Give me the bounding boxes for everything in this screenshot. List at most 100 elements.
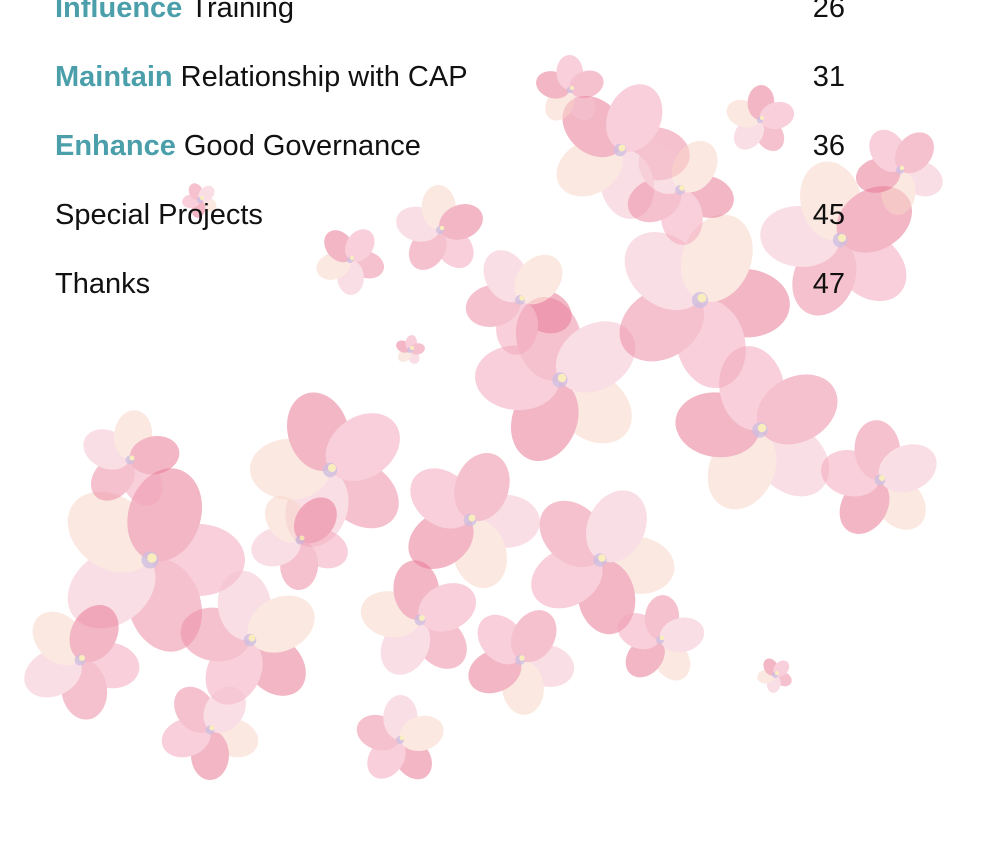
flower: [356, 695, 444, 780]
petal: [514, 254, 563, 305]
petal: [680, 214, 753, 302]
petal: [555, 321, 636, 393]
flower-center: [659, 635, 665, 641]
flower-center: [775, 671, 779, 675]
flower-center: [328, 464, 336, 472]
flower-center: [129, 455, 135, 461]
petal: [247, 595, 315, 653]
petal: [399, 715, 444, 752]
petal: [345, 229, 375, 262]
toc-entry[interactable]: Influence Training 26: [55, 0, 845, 28]
flower: [760, 161, 912, 316]
flower: [251, 495, 348, 590]
flower: [627, 140, 734, 245]
flower-center: [439, 225, 445, 231]
flower: [360, 560, 477, 675]
entry-keyword: Influence: [55, 0, 183, 24]
petal: [671, 140, 718, 193]
flower: [468, 610, 575, 715]
flower: [531, 490, 675, 635]
entry-page: 45: [812, 199, 845, 231]
petal: [409, 343, 425, 355]
flower: [855, 129, 943, 215]
flower-center: [248, 634, 256, 642]
toc-entry[interactable]: Maintain Relationship with CAP 31: [55, 57, 845, 97]
flower: [536, 55, 604, 121]
entry-title: Relationship with CAP: [180, 61, 468, 93]
entry-page: 26: [812, 0, 845, 24]
flower-center: [299, 535, 305, 541]
petal: [606, 84, 663, 152]
flower: [675, 346, 838, 510]
flower-center: [410, 346, 414, 350]
toc-entry[interactable]: Thanks 47: [55, 264, 845, 304]
flower: [757, 658, 792, 693]
flower-center: [519, 655, 525, 661]
flower-center: [399, 735, 405, 741]
flower-center: [899, 165, 905, 171]
petal: [69, 604, 119, 663]
flower: [821, 420, 937, 534]
petal: [894, 132, 934, 174]
petal: [659, 617, 705, 653]
petal: [511, 610, 557, 663]
petal: [293, 497, 337, 544]
flower-center: [838, 234, 846, 242]
flower: [396, 185, 483, 270]
flower: [182, 183, 217, 218]
flower: [396, 335, 425, 364]
petal: [203, 686, 246, 733]
flower-center: [618, 144, 626, 152]
petal: [325, 413, 400, 481]
petal: [878, 444, 937, 493]
flower-center: [760, 116, 764, 120]
flower: [465, 250, 572, 355]
flower-center: [757, 423, 767, 433]
flower-center: [598, 554, 606, 562]
flower-center: [879, 475, 885, 481]
petal: [243, 633, 306, 696]
flower: [619, 214, 790, 389]
flower-center: [147, 553, 157, 563]
entry-title: Good Governance: [183, 130, 421, 162]
flower: [180, 570, 315, 705]
petal: [129, 435, 180, 475]
flower: [24, 604, 140, 720]
petal: [439, 204, 483, 240]
toc-entry[interactable]: Enhance Good Governance 36: [55, 126, 845, 166]
flower-center: [519, 295, 525, 301]
petal: [756, 374, 838, 445]
flower-center: [79, 655, 85, 661]
flower: [83, 410, 180, 506]
flower: [161, 686, 259, 780]
flower-center: [419, 615, 425, 621]
flower: [408, 452, 540, 589]
entry-title: Training: [190, 0, 295, 24]
petal: [759, 101, 795, 130]
petal: [586, 490, 647, 563]
flower-center: [679, 185, 685, 191]
petal: [454, 452, 510, 522]
entry-title: Special Projects: [55, 199, 263, 231]
entry-page: 47: [812, 268, 845, 300]
petal: [569, 70, 604, 99]
petal: [398, 348, 412, 362]
flower-center: [557, 373, 567, 383]
entry-page: 36: [812, 130, 845, 162]
flower-center: [570, 86, 574, 90]
entry-keyword: Maintain: [55, 61, 173, 93]
flower-center: [209, 725, 215, 731]
flower-center: [468, 514, 476, 522]
flower: [726, 85, 795, 152]
toc-entry[interactable]: Special Projects 45: [55, 195, 845, 235]
flower-center: [697, 293, 707, 303]
entry-page: 31: [812, 61, 845, 93]
flower-center: [200, 196, 204, 200]
petal: [418, 583, 477, 632]
entry-title: Thanks: [55, 268, 151, 300]
entry-keyword: Enhance: [55, 130, 176, 162]
flower: [617, 595, 705, 681]
